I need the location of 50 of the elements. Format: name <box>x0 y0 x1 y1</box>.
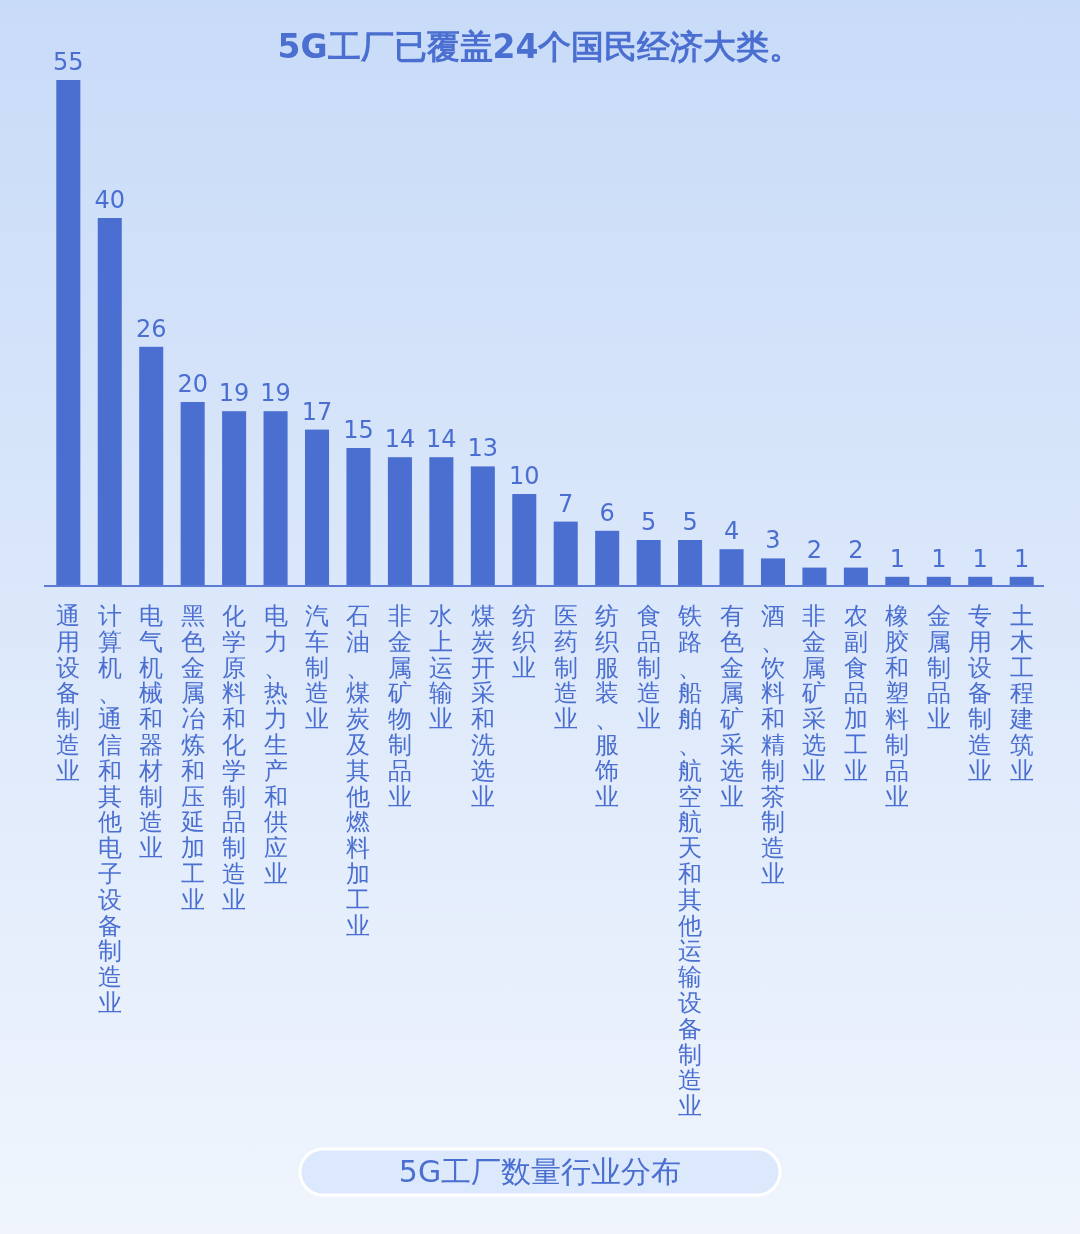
x-tick-label: 汽车制造业 <box>305 602 330 734</box>
category-label: 铁路、船舶、航空航天和其他运输设备制造业 <box>678 602 703 1121</box>
data-label: 5 <box>682 508 698 536</box>
data-label: 1 <box>1014 544 1030 573</box>
data-label: 6 <box>599 498 615 527</box>
category-label: 黑色金属冶炼和压延加工业 <box>180 602 205 914</box>
data-label: 55 <box>53 48 84 76</box>
x-tick-label: 通用设备制造业 <box>56 602 81 785</box>
category-label: 石油、煤炭及其他燃料加工业 <box>346 602 371 940</box>
x-tick-label: 非金属矿采选业 <box>801 602 827 785</box>
data-label: 1 <box>889 544 905 573</box>
data-label: 15 <box>343 416 374 444</box>
data-label: 5 <box>640 508 657 536</box>
x-tick-label: 纺织服装、服饰业 <box>594 602 620 811</box>
data-label: 40 <box>94 186 126 214</box>
data-label: 2 <box>806 535 823 564</box>
text: 5G工厂数量行业分布 <box>398 1154 682 1189</box>
x-tick-label: 金属制品业 <box>926 602 951 734</box>
data-label: 1 <box>931 544 947 573</box>
x-tick-label: 橡胶和塑料制品业 <box>885 602 910 811</box>
data-label: 7 <box>558 489 574 518</box>
x-tick-label: 农副食品加工业 <box>843 602 868 785</box>
x-tick-label: 煤炭开采和洗选业 <box>470 602 495 811</box>
data-label: 10 <box>509 462 540 490</box>
chart-title: 5G工厂已覆盖24个国民经济大类。 <box>277 27 803 66</box>
x-tick-label: 水上运输业 <box>429 602 454 734</box>
x-tick-label: 食品制造业 <box>636 602 661 734</box>
x-tick-label: 专用设备制造业 <box>968 602 993 785</box>
data-label: 14 <box>426 425 457 454</box>
category-label: 酒、饮料和精制茶制造业 <box>760 602 785 888</box>
data-label: 13 <box>467 434 499 463</box>
data-label: 1 <box>972 544 988 573</box>
category-label: 计算机、通信和其他电子设备制造业 <box>97 602 122 1017</box>
data-label: 20 <box>177 370 208 398</box>
data-label: 2 <box>848 535 864 564</box>
data-label: 4 <box>723 517 740 546</box>
data-label: 14 <box>384 425 416 454</box>
data-label: 26 <box>135 314 167 343</box>
x-tick-label: 有色金属矿采选业 <box>718 602 744 811</box>
data-label: 19 <box>260 379 291 408</box>
category-label: 化学原料和化学制品制造业 <box>222 602 247 914</box>
x-tick-label: 土木工程建筑业 <box>1008 602 1034 785</box>
data-label: 19 <box>218 379 250 408</box>
data-label: 17 <box>301 397 333 426</box>
x-tick-label: 医药制造业 <box>553 602 578 734</box>
data-label: 3 <box>765 526 781 555</box>
category-label: 电气机械和器材制造业 <box>139 602 164 863</box>
category-label: 电力、热力生产和供应业 <box>263 602 288 888</box>
x-tick-label: 非金属矿物制品业 <box>386 602 412 811</box>
x-tick-label: 纺织业 <box>512 602 537 682</box>
